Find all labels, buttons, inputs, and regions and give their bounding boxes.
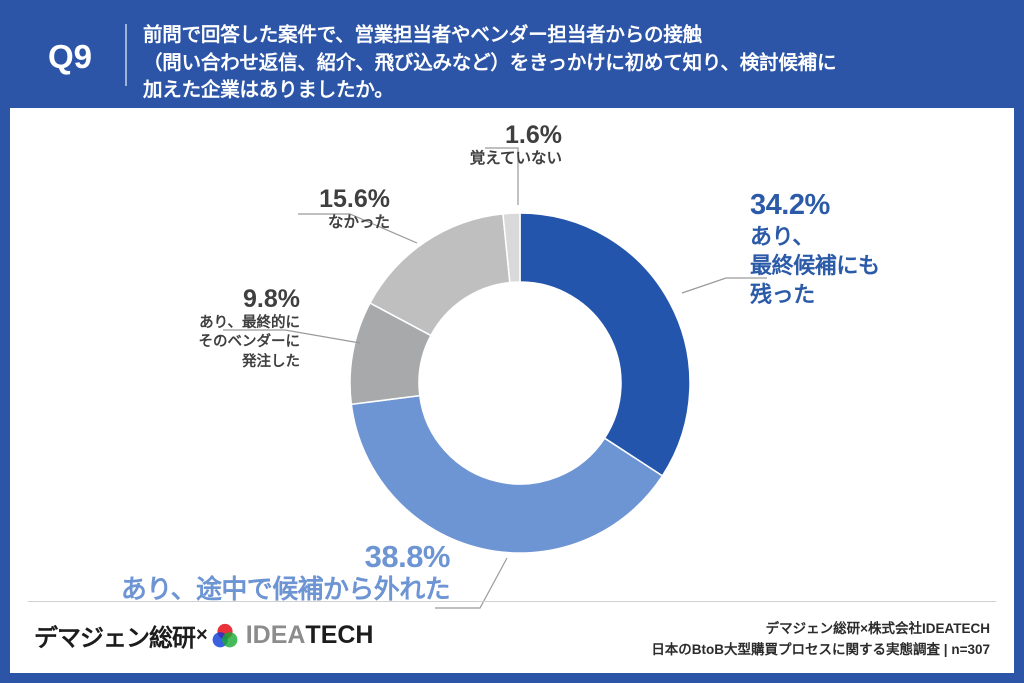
callout-name-15-6: なかった <box>327 213 390 231</box>
source-note: デマジェン総研×株式会社IDEATECH 日本のBtoB大型購買プロセスに関する… <box>651 619 990 661</box>
donut-chart-svg <box>349 212 691 554</box>
header-divider <box>125 24 127 86</box>
donut-slice <box>350 394 664 554</box>
donut-chart <box>340 203 700 563</box>
partner-name-idea: IDEA <box>245 621 306 649</box>
source-line-1: デマジェン総研×株式会社IDEATECH <box>765 621 990 636</box>
chart-card: 1.6% 覚えていない 15.6% なかった 9.8% あり、最終的に そのベン… <box>10 108 1014 673</box>
callout-value-34-2: 34.2% <box>750 189 830 221</box>
callout-name-34-2: あり、 最終候補にも 残った <box>750 223 880 307</box>
donut-slices <box>349 212 691 554</box>
question-line-1: 前問で回答した案件で、営業担当者やベンダー担当者からの接触 <box>143 24 702 46</box>
callout-name-9-8: あり、最終的に そのベンダーに 発注した <box>198 314 301 370</box>
brand-separator: × <box>196 624 208 646</box>
brand-lockup: デマジェン総研 × IDEA TECH <box>34 618 373 653</box>
callout-value-9-8: 9.8% <box>243 285 300 313</box>
question-line-3: 加えた企業はありましたか。 <box>143 79 394 102</box>
question-line-2: （問い合わせ返信、紹介、飛び込みなど）をきっかけに初めて知り、検討候補に <box>143 51 837 74</box>
footer-divider <box>28 601 996 602</box>
slide-footer: デマジェン総研 × IDEA TECH デマジェン総研×株式会社IDEATECH… <box>10 601 1014 673</box>
callout-label-1-6: 1.6% 覚えていない <box>362 121 562 168</box>
donut-slice <box>502 212 521 284</box>
callout-value-1-6: 1.6% <box>505 121 562 149</box>
callout-value-38-8: 38.8% <box>364 539 451 574</box>
source-line-2: 日本のBtoB大型購買プロセスに関する実態調査 | n=307 <box>651 641 990 657</box>
brand-name: デマジェン総研 <box>34 625 196 652</box>
rgb-venn-icon <box>212 623 238 647</box>
question-header: Q9 前問で回答した案件で、営業担当者やベンダー担当者からの接触 （問い合わせ返… <box>0 0 1024 108</box>
donut-slice <box>519 212 691 477</box>
callout-name-38-8: あり、途中で候補から外れた <box>120 574 451 605</box>
callout-label-34-2: 34.2% あり、 最終候補にも 残った <box>750 189 1000 309</box>
callout-value-15-6: 15.6% <box>319 185 390 213</box>
callout-label-38-8: 38.8% あり、途中で候補から外れた <box>30 539 451 605</box>
question-number: Q9 <box>48 38 93 75</box>
partner-name-tech: TECH <box>305 621 374 649</box>
callout-name-1-6: 覚えていない <box>469 149 562 167</box>
callout-label-9-8: 9.8% あり、最終的に そのベンダーに 発注した <box>70 285 301 372</box>
callout-label-15-6: 15.6% なかった <box>160 185 390 232</box>
question-text: 前問で回答した案件で、営業担当者やベンダー担当者からの接触 （問い合わせ返信、紹… <box>143 22 993 105</box>
